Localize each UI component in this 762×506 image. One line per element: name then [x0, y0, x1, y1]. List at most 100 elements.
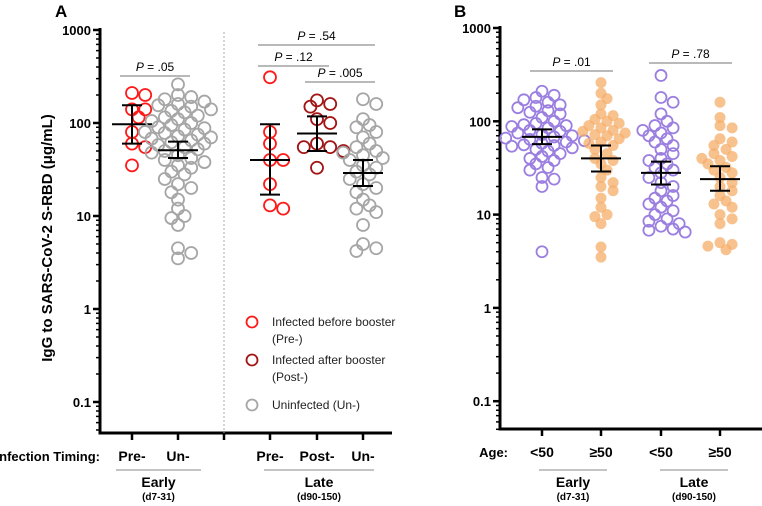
data-point [595, 171, 607, 183]
data-point [666, 95, 680, 109]
data-point [171, 251, 185, 266]
data-point [157, 153, 172, 167]
x-category-label: <50 [530, 444, 554, 460]
data-point [648, 119, 662, 132]
data-point [607, 185, 619, 197]
p-value-label: P = .12 [274, 50, 313, 64]
data-point [595, 241, 607, 253]
data-point [349, 244, 364, 258]
data-point [125, 158, 139, 173]
data-point [138, 125, 152, 139]
x-category-label: Un- [166, 448, 190, 464]
data-point [595, 77, 607, 89]
data-point [726, 185, 738, 197]
p-value-label: P = .78 [671, 47, 710, 61]
data-point [714, 120, 726, 132]
data-point [654, 142, 668, 156]
data-point [714, 96, 726, 108]
data-point [171, 77, 185, 92]
data-point [666, 204, 680, 218]
data-point [369, 97, 384, 111]
data-point [131, 110, 146, 125]
p-symbol: P [671, 47, 679, 61]
data-point [541, 161, 555, 174]
data-point [535, 171, 549, 184]
group-sublabel: (d7-31) [557, 492, 590, 503]
data-point [726, 122, 738, 134]
legend-marker [245, 315, 259, 329]
p-value-label: P = .005 [317, 66, 362, 80]
data-point [666, 147, 680, 161]
data-point [190, 108, 205, 123]
data-point [523, 163, 537, 177]
data-point [726, 136, 738, 148]
p-symbol: P [552, 55, 560, 69]
group-sublabel: (d7-31) [142, 492, 175, 503]
data-point [714, 209, 726, 221]
y-tick-label: 10 [477, 208, 491, 223]
data-point [204, 102, 218, 117]
p-symbol: P [136, 60, 144, 74]
data-point [601, 209, 613, 221]
data-point [171, 218, 185, 232]
x-category-label: Pre- [118, 448, 146, 464]
data-point [356, 218, 370, 232]
x-category-label: Post- [300, 448, 335, 464]
data-point [369, 205, 384, 220]
data-point [511, 101, 525, 115]
data-point [157, 172, 172, 186]
data-point [654, 219, 668, 233]
y-tick-label: 0.1 [473, 394, 491, 409]
data-point [726, 201, 738, 213]
y-tick-label: 10 [77, 209, 91, 224]
x-category-label: Pre- [256, 448, 284, 464]
y-tick-label: 0.1 [73, 395, 91, 410]
data-point [369, 144, 384, 158]
data-point [642, 197, 656, 211]
data-point [607, 140, 619, 152]
x-axis-title: Age: [479, 445, 508, 460]
data-point [323, 97, 338, 111]
legend-marker [245, 353, 259, 367]
data-point [184, 246, 199, 260]
data-point [356, 237, 370, 251]
data-point [565, 129, 579, 143]
data-point [164, 211, 179, 225]
data-point [589, 143, 601, 155]
data-point [666, 139, 680, 152]
data-point [157, 126, 172, 140]
data-point [177, 140, 192, 155]
data-point [708, 164, 720, 176]
data-point [654, 91, 668, 104]
data-point [708, 140, 720, 152]
data-point [595, 251, 607, 263]
x-category-label: <50 [649, 444, 673, 460]
data-point [349, 201, 364, 216]
data-point [535, 84, 549, 98]
data-point [171, 177, 185, 192]
data-point [349, 140, 364, 155]
data-point [369, 125, 384, 139]
data-point [184, 116, 199, 130]
data-point [577, 125, 589, 137]
group-label: Early [141, 474, 175, 490]
data-point [666, 222, 680, 236]
y-tick-label: 1 [484, 301, 491, 316]
y-tick-label: 1000 [462, 21, 491, 36]
data-point [511, 126, 525, 140]
data-point [595, 218, 607, 230]
data-point [595, 192, 607, 204]
data-point [714, 111, 726, 123]
data-point [310, 160, 324, 175]
data-point [164, 185, 179, 200]
data-point [654, 69, 668, 82]
data-point [276, 201, 291, 216]
data-point [595, 181, 607, 193]
data-point [197, 94, 212, 109]
data-point [517, 138, 531, 152]
data-point [666, 180, 680, 193]
p-symbol: P [297, 29, 305, 43]
x-category-label: Un- [351, 448, 375, 464]
